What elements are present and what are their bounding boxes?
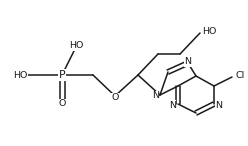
Text: N: N — [215, 100, 222, 110]
Text: Cl: Cl — [235, 72, 244, 80]
Text: N: N — [152, 92, 159, 100]
Text: N: N — [169, 100, 176, 110]
Text: HO: HO — [202, 27, 216, 36]
Text: HO: HO — [14, 71, 28, 80]
Text: P: P — [59, 70, 65, 80]
Text: O: O — [111, 93, 119, 102]
Text: HO: HO — [69, 41, 83, 51]
Text: N: N — [185, 58, 191, 66]
Text: O: O — [58, 100, 66, 108]
